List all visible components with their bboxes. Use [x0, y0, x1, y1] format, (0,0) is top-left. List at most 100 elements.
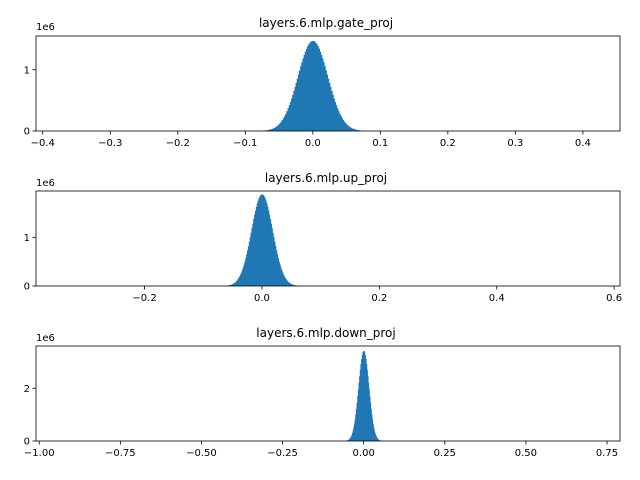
histogram-bar: [232, 284, 234, 286]
histogram-bar: [288, 282, 290, 286]
subplot-down-proj: layers.6.mlp.down_proj 1e6 −1.00 −0.75 −0.…: [24, 326, 621, 459]
histogram-bar: [308, 44, 310, 131]
histogram-bar: [351, 434, 353, 441]
histogram-bar: [313, 41, 316, 132]
histogram-bar: [366, 363, 368, 441]
histogram-bar: [259, 196, 261, 286]
histogram-bar: [349, 127, 351, 131]
histogram-bar: [355, 414, 357, 441]
histogram-bar: [276, 254, 279, 286]
histogram-bar: [286, 111, 288, 131]
histogram-bar: [299, 70, 301, 131]
histogram-bar: [252, 223, 254, 286]
histogram-bar: [370, 402, 372, 441]
histogram-bar: [247, 246, 250, 286]
plot-frame: [35, 190, 621, 287]
histogram-bar: [277, 258, 279, 286]
histogram-bar: [378, 439, 380, 441]
histogram-bar: [357, 130, 360, 131]
histogram-bar: [270, 223, 272, 286]
histogram-bar: [309, 42, 311, 131]
histogram-bar: [379, 440, 381, 441]
histogram-bar: [359, 376, 361, 441]
histogram-bar: [362, 352, 364, 441]
histogram-bar: [340, 115, 342, 131]
histogram-bar: [250, 232, 252, 286]
histogram-bar: [325, 70, 327, 131]
subplot-up-proj: layers.6.mlp.up_proj 1e6 −0.2 0.0 0.2 0.4 0.…: [24, 171, 622, 304]
histogram-bar: [365, 358, 367, 441]
histogram-bar: [236, 280, 238, 286]
subplot-gate-proj: layers.6.mlp.gate_proj 1e6 −0.4 −0.3 −0.2−…: [24, 16, 621, 149]
x-tick-label: 0.4: [575, 138, 591, 149]
histogram-bar: [323, 62, 325, 131]
x-tick-label: 0.4: [489, 293, 505, 304]
histogram-bar: [360, 363, 362, 441]
x-tick-label: 0.00: [353, 448, 375, 459]
histogram-bar: [232, 283, 235, 286]
histogram-bar: [278, 124, 280, 131]
y-tick-label: 0: [24, 437, 30, 448]
x-tick-label: −0.1: [233, 138, 257, 149]
histogram-bar: [251, 228, 253, 286]
histogram-bar: [356, 402, 358, 441]
histogram-bar: [271, 228, 273, 286]
histogram-bar: [316, 44, 318, 131]
histogram-bar: [289, 102, 292, 131]
y-axis-ticks: 02: [24, 384, 36, 448]
x-tick-label: 0.0: [305, 138, 321, 149]
x-tick-label: −0.2: [166, 138, 190, 149]
histogram-bar: [341, 118, 343, 131]
histogram-bar: [334, 102, 337, 131]
histogram-bar: [321, 58, 324, 131]
y-tick-label: 1: [24, 233, 30, 244]
histogram-bars: [345, 350, 383, 441]
histogram-bar: [293, 91, 295, 131]
histogram-bar: [293, 285, 295, 286]
histogram-bar: [284, 115, 286, 131]
histogram-bar: [272, 232, 274, 286]
histogram-bar: [363, 350, 365, 441]
histogram-bar: [376, 437, 378, 441]
histogram-bar: [234, 282, 236, 286]
histogram-bar: [317, 46, 319, 131]
histogram-bar: [276, 250, 278, 286]
histogram-bar: [374, 432, 376, 441]
histogram-bar: [245, 258, 247, 286]
histogram-bar: [288, 105, 291, 131]
x-tick-label: 0.25: [434, 448, 456, 459]
histogram-bar: [368, 382, 370, 441]
histogram-bar: [372, 423, 374, 441]
y-tick-label: 0: [24, 127, 30, 138]
histogram-bar: [369, 396, 371, 441]
histogram-bar: [339, 113, 341, 131]
histogram-bar: [368, 389, 370, 441]
histogram-bar: [268, 129, 270, 131]
histogram-bar: [366, 369, 368, 441]
histogram-bar: [335, 105, 338, 131]
histogram-bar: [292, 94, 294, 131]
histogram-bar: [291, 98, 293, 131]
histogram-bar: [295, 82, 298, 131]
histogram-bar: [266, 130, 269, 131]
histogram-bar: [266, 203, 268, 286]
plot-frame: [35, 35, 621, 132]
histogram-bar: [350, 436, 352, 441]
histogram-bar: [320, 54, 323, 131]
histogram-bar: [264, 198, 266, 286]
histogram-bar: [355, 408, 357, 441]
subplot-title: layers.6.mlp.gate_proj: [259, 16, 393, 30]
histogram-bar: [247, 250, 249, 286]
histogram-bar: [328, 82, 331, 131]
x-tick-label: 0.0: [254, 293, 270, 304]
histogram-bar: [290, 283, 292, 286]
histogram-bar: [260, 195, 262, 286]
histogram-bar: [353, 427, 355, 441]
histogram-bar: [286, 280, 288, 286]
histogram-bar: [261, 194, 263, 286]
histogram-bar: [343, 121, 346, 131]
histogram-bar: [312, 40, 315, 131]
histogram-bar: [285, 279, 287, 286]
histogram-bar: [346, 124, 348, 131]
histogram-bar: [357, 396, 359, 441]
